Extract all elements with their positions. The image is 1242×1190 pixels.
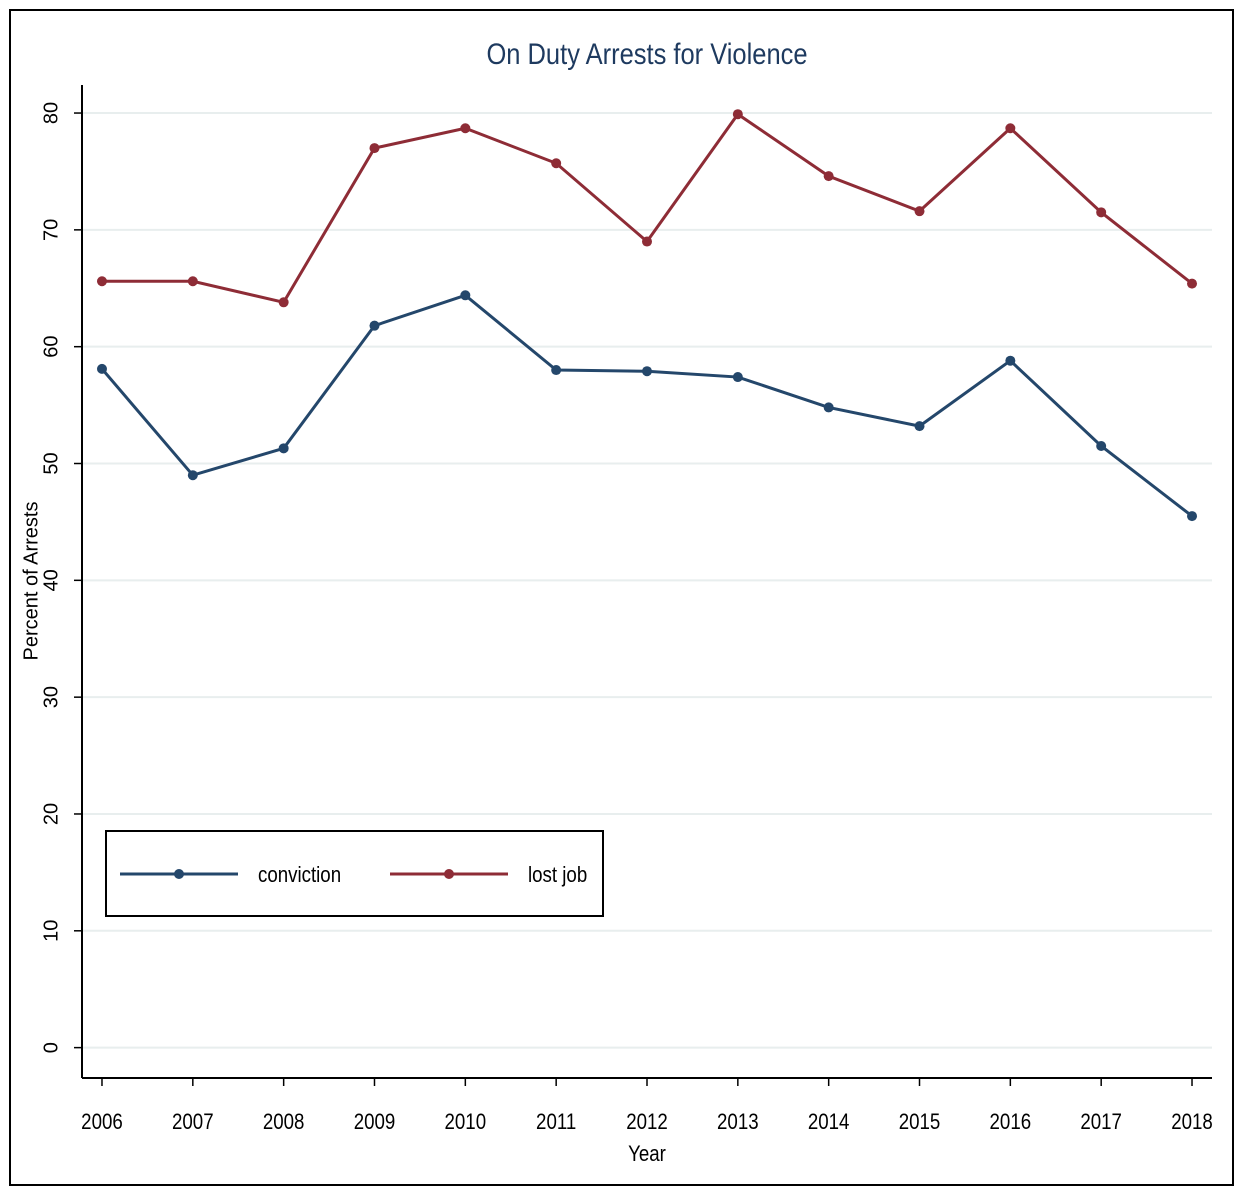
- x-tick-label: 2012: [626, 1110, 668, 1134]
- y-tick-label: 0: [40, 1042, 62, 1053]
- point: [1187, 278, 1198, 289]
- point: [369, 143, 380, 154]
- y-tick-label: 20: [40, 803, 62, 825]
- point: [823, 402, 834, 413]
- x-tick-label: 2008: [263, 1110, 305, 1134]
- x-tick-label: 2009: [354, 1110, 396, 1134]
- point: [732, 372, 743, 383]
- y-axis-label: Percent of Arrests: [20, 502, 42, 661]
- point: [369, 320, 380, 331]
- y-tick-label: 60: [40, 336, 62, 358]
- legend-label: conviction: [258, 863, 341, 887]
- y-tick-label: 40: [40, 569, 62, 591]
- x-tick-label: 2016: [990, 1110, 1032, 1134]
- point: [551, 365, 562, 376]
- point: [1187, 511, 1198, 522]
- point: [460, 290, 471, 301]
- point: [642, 366, 652, 377]
- point: [278, 297, 289, 308]
- point: [1096, 207, 1107, 218]
- legend-marker: [174, 869, 184, 879]
- x-tick-label: 2013: [717, 1110, 759, 1134]
- point: [96, 276, 107, 287]
- y-tick-label: 80: [40, 102, 62, 124]
- x-tick-label: 2014: [808, 1110, 850, 1134]
- legend: conviction lost job: [105, 830, 604, 917]
- point: [823, 171, 834, 182]
- point: [914, 206, 925, 217]
- point: [1005, 123, 1016, 134]
- point: [187, 470, 198, 481]
- point: [914, 421, 925, 432]
- legend-label: lost job: [528, 863, 587, 887]
- point: [642, 236, 652, 247]
- x-tick-label: 2017: [1080, 1110, 1122, 1134]
- y-tick-label: 50: [40, 452, 62, 474]
- y-tick-label: 10: [40, 920, 62, 942]
- point: [551, 158, 562, 169]
- point: [96, 363, 107, 374]
- x-tick-label: 2007: [172, 1110, 214, 1134]
- x-axis-label: Year: [628, 1142, 666, 1166]
- x-tick-label: 2015: [899, 1110, 941, 1134]
- x-tick-label: 2011: [536, 1110, 576, 1134]
- x-tick-label: 2006: [81, 1110, 123, 1134]
- point: [1005, 355, 1016, 366]
- point: [460, 123, 471, 134]
- point: [187, 276, 198, 287]
- legend-marker: [444, 869, 454, 879]
- chart-title: On Duty Arrests for Violence: [486, 37, 807, 70]
- point: [278, 443, 289, 454]
- x-tick-label: 2010: [445, 1110, 487, 1134]
- frame: [9, 9, 1234, 1186]
- point: [1096, 440, 1107, 451]
- y-tick-label: 70: [40, 219, 62, 241]
- y-tick-label: 30: [40, 686, 62, 708]
- x-tick-label: 2018: [1171, 1110, 1213, 1134]
- point: [732, 109, 743, 120]
